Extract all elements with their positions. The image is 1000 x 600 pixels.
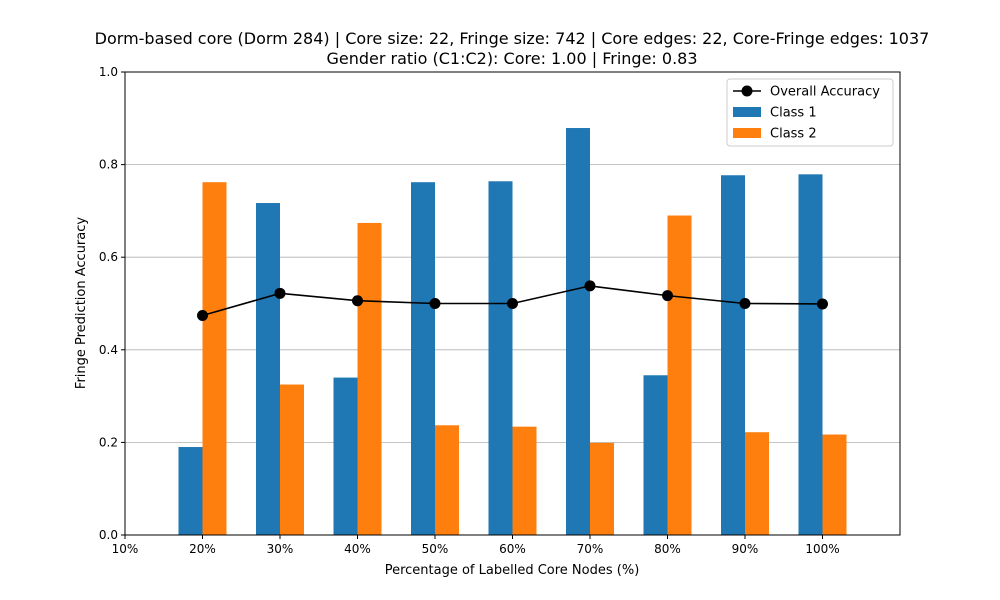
overall-accuracy-point bbox=[274, 287, 286, 299]
x-tick-label: 70% bbox=[577, 542, 604, 556]
y-tick-label: 0.4 bbox=[99, 343, 118, 357]
x-tick-label: 100% bbox=[805, 542, 839, 556]
bar-class-1 bbox=[256, 203, 280, 536]
bar-class-2 bbox=[202, 182, 227, 535]
bar-class-1 bbox=[333, 377, 358, 535]
x-tick-label: 40% bbox=[344, 542, 371, 556]
bar-class-2 bbox=[590, 442, 614, 535]
bar-class-2 bbox=[512, 426, 537, 535]
overall-accuracy-point bbox=[507, 298, 518, 309]
legend-label: Class 1 bbox=[770, 106, 817, 121]
overall-accuracy-point bbox=[584, 280, 596, 292]
x-tick-label: 10% bbox=[112, 542, 139, 556]
overall-accuracy-point bbox=[739, 298, 751, 309]
x-tick-label: 30% bbox=[267, 542, 294, 556]
bar-class-1 bbox=[798, 174, 823, 535]
y-tick-label: 0.2 bbox=[99, 435, 118, 449]
y-tick-label: 0.0 bbox=[99, 528, 118, 542]
x-tick-label: 90% bbox=[732, 542, 759, 556]
x-tick-label: 60% bbox=[499, 542, 526, 556]
chart-title: Dorm-based core (Dorm 284) | Core size: … bbox=[95, 29, 930, 48]
x-axis-ticks: 10% 20% 30% 40% 50% 60% 70% 80% 90% 100% bbox=[112, 535, 840, 556]
bar-class-2 bbox=[745, 432, 769, 535]
x-axis-label: Percentage of Labelled Core Nodes (%) bbox=[385, 563, 640, 578]
y-axis-label: Fringe Prediction Accuracy bbox=[74, 217, 89, 389]
bar-class-2 bbox=[280, 384, 304, 535]
overall-accuracy-point bbox=[817, 298, 828, 310]
legend-label: Class 2 bbox=[770, 127, 817, 142]
bar-class-1 bbox=[411, 182, 435, 535]
overall-accuracy-line bbox=[197, 280, 828, 322]
overall-accuracy-point bbox=[197, 310, 208, 322]
bar-class-2 bbox=[667, 215, 692, 535]
y-tick-label: 0.6 bbox=[99, 250, 118, 264]
bar-class-1 bbox=[178, 447, 203, 535]
legend-box bbox=[726, 78, 894, 147]
legend-swatch bbox=[733, 107, 761, 117]
overall-accuracy-point bbox=[429, 298, 441, 309]
overall-accuracy-point bbox=[662, 290, 673, 302]
bar-class-1 bbox=[488, 181, 513, 535]
legend: Overall Accuracy Class 1 Class 2 bbox=[726, 78, 894, 147]
legend-marker-swatch bbox=[741, 85, 753, 97]
legend-swatch bbox=[733, 128, 761, 138]
y-tick-label: 1.0 bbox=[99, 65, 118, 79]
y-axis-ticks: 0.0 0.2 0.4 0.6 0.8 1.0 bbox=[99, 65, 125, 542]
bar-class-2 bbox=[435, 425, 459, 535]
overall-accuracy-point bbox=[352, 295, 363, 307]
legend-label: Overall Accuracy bbox=[770, 85, 880, 100]
bar-class-2 bbox=[357, 222, 382, 536]
bar-class-1 bbox=[721, 175, 745, 535]
y-tick-label: 0.8 bbox=[99, 158, 118, 172]
bars bbox=[178, 128, 847, 536]
x-tick-label: 20% bbox=[189, 542, 216, 556]
x-tick-label: 80% bbox=[654, 542, 681, 556]
bar-class-2 bbox=[822, 434, 847, 535]
bar-class-1 bbox=[566, 128, 590, 535]
chart-subtitle: Gender ratio (C1:C2): Core: 1.00 | Fring… bbox=[326, 49, 697, 68]
x-tick-label: 50% bbox=[422, 542, 449, 556]
bar-class-1 bbox=[643, 375, 668, 535]
